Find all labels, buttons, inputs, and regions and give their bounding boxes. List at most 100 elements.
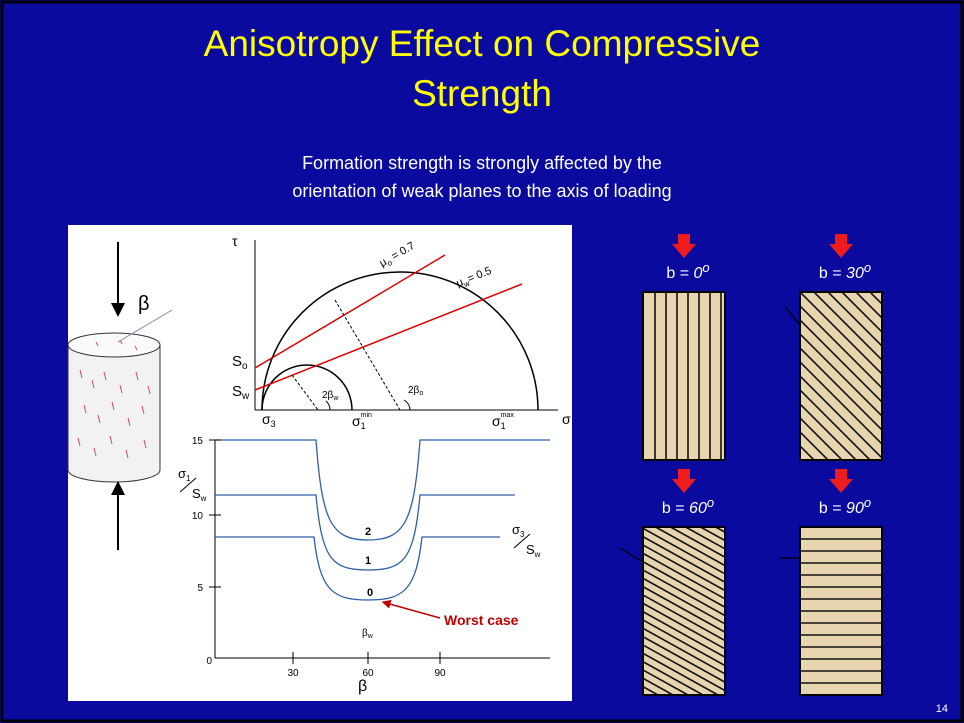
curve-label: 0 [367,587,373,599]
fraction-bar [179,477,197,493]
sub: w [332,395,339,402]
curve [215,439,550,541]
title-line: Strength [412,73,552,114]
plane-extension [784,306,801,326]
plane-extension [619,547,644,563]
x-tick-label: 30 [287,668,299,679]
degree: o [864,260,871,275]
sym: S [526,542,535,557]
y-tick-label: 5 [197,583,203,594]
load-arrow [829,234,853,258]
s-w-label: Sw [232,383,250,402]
x-tick-label: 60 [362,668,374,679]
sub: 1 [501,421,506,431]
sym: σ [262,411,271,427]
plane-normal [117,309,173,343]
curve-label: 1 [365,555,371,567]
plane [643,644,725,692]
den: Sw [526,542,541,559]
mohr-circle [261,364,353,411]
beta-label: β [138,293,150,315]
fraction-bar [513,533,531,549]
plane [643,535,725,584]
angle: 30 [846,265,864,282]
plane [643,527,725,575]
sub: w [534,550,541,559]
sub: w [200,494,207,503]
num: σ1 [178,466,191,483]
failure-line [254,254,446,369]
strength-curves [215,439,550,601]
sup: min [361,412,372,419]
cylinder-marks [77,339,151,459]
sub: 3 [271,419,276,429]
plane [800,346,882,432]
bedding-planes [643,527,725,695]
sub: 1 [361,421,366,431]
sym: μ [378,256,389,270]
bedding-planes [800,538,882,684]
sample-border [799,526,883,696]
sub: o [385,258,394,268]
sample-border [799,291,883,461]
plane [800,332,882,418]
load-arrow [829,469,853,493]
s-o-label: So [232,353,248,372]
plane [800,292,882,376]
sym: σ [178,466,186,481]
sub: o [419,390,423,397]
plane [827,292,882,348]
cylinder [67,345,161,483]
plane [800,304,882,390]
plane [655,527,725,567]
sym: β [362,628,368,639]
annotation-arrow [381,599,441,619]
page-number: 14 [936,703,948,715]
sym: 2β [408,385,420,396]
curve [215,494,515,571]
two-beta-w: 2βw [322,390,339,402]
plane [643,594,725,642]
plane [841,292,882,334]
degree: o [702,260,709,275]
panel-label: b = 90o [819,495,871,517]
prefix: b = [819,500,846,517]
bedding-planes [800,292,882,460]
plane [813,292,882,362]
radius [291,374,319,411]
sigma-1-max: σ1 max [492,412,514,431]
panel-label: b = 60o [662,495,714,517]
beta-w-label: βw [362,628,374,640]
bedding-planes [654,292,722,460]
angle-arc [403,399,411,411]
title-line: Anisotropy Effect on Compressive [204,23,761,64]
plane [643,544,725,592]
plane [670,527,725,559]
sym: σ [352,413,361,429]
y-tick-label: 10 [192,511,204,522]
load-arrow [672,234,696,258]
y-label: σ1 Sw [178,466,207,503]
sigma-label: σ [562,411,571,427]
plane [643,552,725,600]
plane [643,577,725,625]
annotation: Worst case [444,612,519,628]
prefix: b = [666,265,693,282]
plane [800,416,843,460]
sym: S [192,486,201,501]
curve-label: 2 [365,526,371,538]
load-arrow [672,469,696,493]
plane [643,569,725,617]
plane [800,318,882,404]
x-label: β [358,678,367,695]
mohr-circle [261,271,539,411]
plane [800,388,871,460]
figure: β τ σ μo = 0.7 μw= 0.5 So Sw 2βw 2βo σ3 … [67,225,572,701]
sym: σ [492,413,501,429]
sup: max [501,412,515,419]
curve [215,536,500,601]
sym: σ [512,522,520,537]
